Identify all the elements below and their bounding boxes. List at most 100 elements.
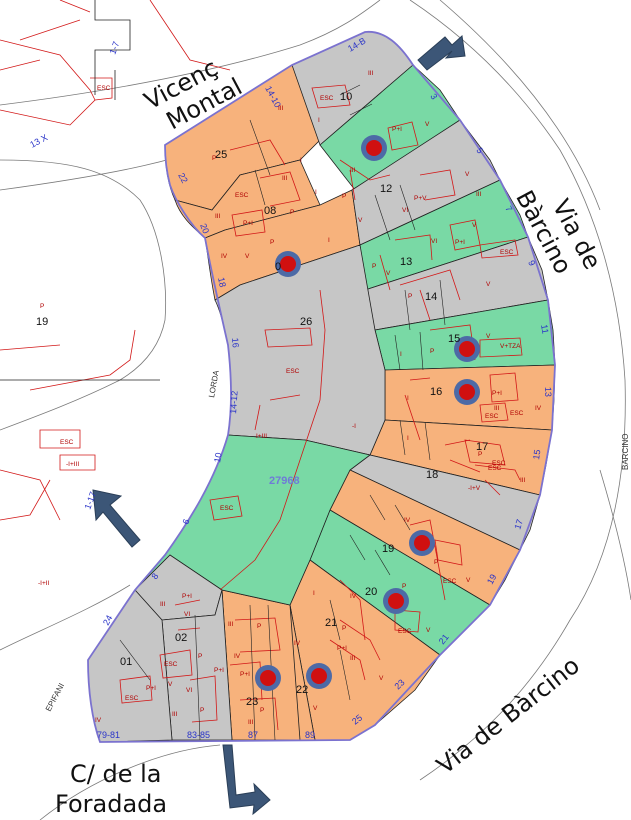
parcel-number: 10 <box>340 91 352 103</box>
floor-label: P+I <box>146 685 156 692</box>
block <box>87 31 556 743</box>
house-number: 89 <box>305 730 315 740</box>
house-number: 3 <box>428 92 439 102</box>
floor-label: V <box>486 281 491 288</box>
floor-label: III <box>282 175 288 182</box>
marker-11[interactable] <box>361 135 387 161</box>
floor-label: V <box>168 681 173 688</box>
floor-label: V <box>472 222 477 229</box>
floor-label: P <box>372 263 376 270</box>
arrow-top[interactable] <box>417 35 466 71</box>
floor-label: ESC <box>286 368 300 375</box>
house-number: 21 <box>437 632 451 646</box>
floor-label: P+I <box>392 126 402 133</box>
marker-0[interactable] <box>275 251 301 277</box>
floor-label: IV <box>294 640 301 647</box>
floor-label: IV <box>404 517 411 524</box>
arrow-bottom[interactable] <box>222 744 271 816</box>
floor-label: III <box>160 601 166 608</box>
street-foradada-1: C/ de la <box>70 760 161 788</box>
floor-label: P <box>257 623 261 630</box>
parcel-12[interactable] <box>351 119 501 246</box>
parcel-number: 18 <box>426 469 438 481</box>
floor-label: I <box>300 157 302 164</box>
house-number: 15 <box>531 449 542 460</box>
floor-label: V <box>425 121 430 128</box>
outside-parcel-floor: P <box>40 303 44 310</box>
floor-label: V <box>245 253 250 260</box>
parcel-number: 14 <box>425 291 437 303</box>
marker-22[interactable] <box>306 663 332 689</box>
floor-label: V <box>465 171 470 178</box>
house-number: 87 <box>248 730 258 740</box>
house-number: 19 <box>485 572 499 586</box>
parcel-numbers: 10 25 08 0 12 13 14 15 16 17 18 19 20 21… <box>36 91 488 708</box>
floor-label: P <box>200 707 204 714</box>
floor-label: P <box>270 239 274 246</box>
floor-label: ESC <box>97 85 111 92</box>
house-number: 5 <box>474 146 485 156</box>
floor-label: V+TZA <box>500 343 521 350</box>
parcel-number: 23 <box>246 696 258 708</box>
floor-label: VI <box>186 687 192 694</box>
floor-label: V <box>379 675 384 682</box>
floor-label: P+I <box>337 645 347 652</box>
house-number: 10 <box>212 452 224 464</box>
floor-label: P+V <box>414 195 427 202</box>
floor-label: I <box>400 351 402 358</box>
floor-label: ESC <box>320 95 334 102</box>
floor-label: -I+III <box>66 461 79 468</box>
floor-label: VI <box>402 207 408 214</box>
floor-label: I+III <box>256 433 267 440</box>
floor-label: P+I <box>182 593 192 600</box>
house-number: 13 X <box>28 132 49 150</box>
floor-label: III <box>520 477 526 484</box>
floor-label: P <box>478 451 482 458</box>
floor-label: P <box>430 348 434 355</box>
arrow-left[interactable] <box>92 489 141 548</box>
parcel-number: 25 <box>215 149 227 161</box>
parcel-number: 16 <box>430 386 442 398</box>
floor-label: -I <box>352 423 356 430</box>
floor-label: III <box>476 191 482 198</box>
parcel-number: 15 <box>448 333 460 345</box>
floor-label: I <box>328 237 330 244</box>
house-number: 25 <box>350 713 364 727</box>
marker-16[interactable] <box>454 379 480 405</box>
floor-label: ESC <box>398 628 412 635</box>
marker-15[interactable] <box>454 336 480 362</box>
marker-20[interactable] <box>383 588 409 614</box>
outside-buildings <box>0 0 231 521</box>
street-foradada-2: Foradada <box>55 790 167 818</box>
parcel-number: 20 <box>365 586 377 598</box>
floor-label: P <box>402 583 406 590</box>
house-number: 9 <box>526 259 537 268</box>
parcel-number: 08 <box>264 205 276 217</box>
parcel-number: 0 <box>275 261 281 273</box>
floor-label: III <box>172 711 178 718</box>
floor-label: ESC <box>500 249 514 256</box>
marker-23[interactable] <box>255 665 281 691</box>
parcel-number: 19 <box>382 543 394 555</box>
floor-label: P <box>260 707 264 714</box>
floor-label: ESC <box>60 439 74 446</box>
floor-label: III <box>248 719 254 726</box>
house-number: 18 <box>216 276 228 288</box>
floor-label: P <box>408 293 412 300</box>
floor-label: ESC <box>488 465 502 472</box>
house-number: 8 <box>149 571 160 581</box>
floor-label: P+I <box>492 390 502 397</box>
floor-label: IV <box>350 593 357 600</box>
marker-19[interactable] <box>409 530 435 556</box>
floor-label: VI <box>184 611 190 618</box>
house-number: 83-85 <box>187 730 210 740</box>
floor-label: P <box>434 559 438 566</box>
floor-label: V <box>426 627 431 634</box>
floor-label: I <box>407 395 409 402</box>
parcel-number: 26 <box>300 316 312 328</box>
road-barcino-small: BARCINO <box>621 434 630 470</box>
floor-label: I <box>407 435 409 442</box>
